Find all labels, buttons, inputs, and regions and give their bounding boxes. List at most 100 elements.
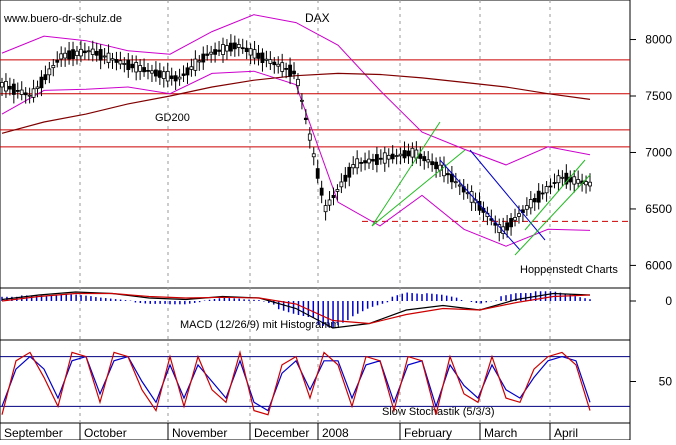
candle-body — [351, 164, 356, 169]
y-tick-label: 7500 — [645, 89, 672, 103]
candle-body — [98, 49, 103, 61]
candle-body — [217, 49, 221, 52]
candle-body — [209, 51, 214, 55]
down-channel-lower — [439, 159, 521, 251]
up-channel-upper — [371, 121, 441, 227]
candle-body — [264, 58, 269, 61]
candle-body — [268, 59, 273, 64]
candle-body — [544, 186, 549, 194]
candle-body — [509, 218, 513, 228]
candle-body — [327, 199, 332, 206]
candle-body — [319, 187, 324, 196]
up-channel-lower — [371, 149, 466, 227]
candle-body — [398, 153, 403, 157]
candle-body — [51, 65, 56, 69]
candle-body — [402, 150, 407, 159]
month-label: 2008 — [322, 426, 349, 440]
candle-body — [300, 99, 304, 102]
month-label: February — [404, 426, 452, 440]
candle-body — [390, 153, 395, 160]
candle-body — [173, 75, 178, 82]
candle-body — [23, 92, 28, 96]
candle-body — [43, 74, 48, 81]
candle-body — [406, 150, 411, 157]
month-label: April — [554, 426, 578, 440]
candle-body — [386, 154, 391, 160]
candle-body — [272, 61, 277, 66]
candle-body — [193, 58, 198, 71]
candle-body — [11, 83, 16, 95]
recent-channel-lower — [514, 174, 591, 256]
candle-body — [323, 205, 328, 213]
candle-body — [556, 175, 561, 184]
candle-body — [221, 44, 225, 55]
candle-body — [189, 66, 194, 70]
candle-body — [418, 153, 423, 159]
candle-body — [564, 172, 569, 185]
candle-body — [225, 45, 229, 52]
candle-body — [335, 189, 340, 192]
candle-body — [292, 70, 296, 75]
candle-body — [94, 50, 99, 56]
macd-label: MACD (12/26/9) mit Histogramm — [180, 319, 340, 331]
candle-body — [430, 161, 435, 166]
candle-body — [572, 176, 577, 185]
candle-body — [548, 185, 553, 188]
candle-body — [67, 50, 71, 60]
candle-body — [130, 63, 135, 69]
candle-body — [169, 75, 174, 79]
candle-body — [185, 67, 190, 76]
watermark: www.buero-dr-schulz.de — [3, 13, 122, 25]
candle-body — [205, 53, 210, 56]
candle-body — [367, 158, 371, 164]
candle-body — [79, 48, 83, 57]
candle-body — [576, 179, 581, 184]
y-tick-label: 6000 — [645, 258, 672, 272]
candle-body — [161, 71, 166, 79]
candle-body — [505, 222, 510, 231]
candle-body — [0, 82, 4, 88]
candle-body — [213, 49, 218, 55]
candle-body — [134, 62, 139, 73]
macd-zero-label: 0 — [665, 294, 672, 308]
candle-body — [347, 166, 352, 178]
candle-body — [232, 42, 237, 50]
candle-body — [501, 226, 506, 235]
candle-body — [150, 70, 154, 74]
candle-body — [126, 59, 131, 70]
candle-body — [157, 70, 162, 78]
candle-body — [138, 65, 143, 72]
candle-body — [154, 69, 158, 77]
candle-body — [307, 133, 312, 141]
y-tick-label: 7000 — [645, 145, 672, 159]
candle-body — [27, 94, 32, 97]
candle-body — [114, 59, 119, 63]
candle-body — [394, 155, 399, 157]
down-channel-upper — [469, 149, 546, 241]
candle-body — [240, 47, 245, 50]
candle-body — [181, 73, 186, 76]
y-tick-label: 8000 — [645, 33, 672, 47]
bollinger-lower — [1, 70, 591, 247]
candle-body — [142, 67, 146, 73]
candle-body — [19, 89, 24, 95]
candle-body — [276, 63, 281, 67]
month-label: November — [172, 426, 227, 440]
candle-body — [331, 194, 336, 199]
candle-body — [303, 117, 308, 121]
candle-body — [536, 190, 541, 203]
candle-body — [256, 52, 261, 59]
candle-body — [35, 86, 40, 89]
candle-body — [284, 68, 289, 70]
candle-body — [82, 50, 87, 54]
month-label: March — [484, 426, 517, 440]
candle-body — [197, 60, 202, 63]
stoch-k-line — [1, 350, 591, 416]
candle-body — [102, 55, 107, 58]
candle-body — [315, 168, 320, 179]
candle-body — [244, 47, 249, 52]
candle-body — [584, 181, 588, 186]
candle-body — [552, 182, 557, 184]
